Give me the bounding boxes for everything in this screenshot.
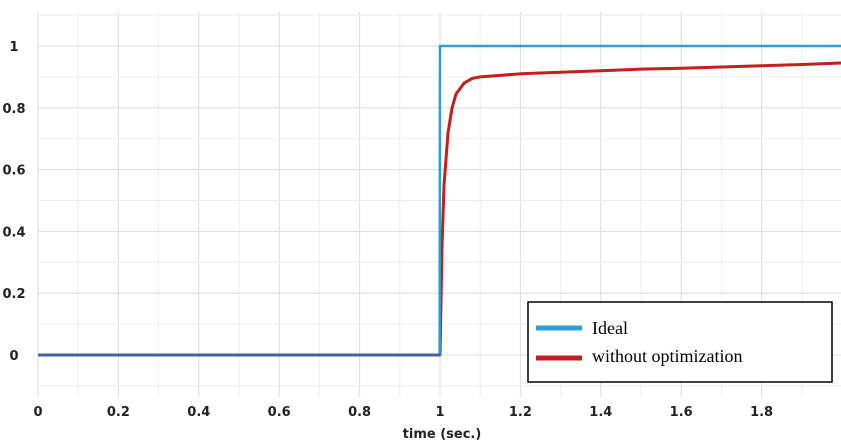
x-tick-label: 0.2 bbox=[107, 405, 130, 420]
x-tick-label: 1 bbox=[435, 405, 444, 420]
y-tick-label: 1 bbox=[9, 40, 18, 55]
series-line-without-optimization bbox=[38, 61, 841, 357]
x-tick-label: 0.4 bbox=[187, 405, 210, 420]
x-axis-ticks: 0 0.2 0.4 0.6 0.8 1 1.2 1.4 1.6 1.8 bbox=[33, 405, 773, 420]
x-tick-label: 0.6 bbox=[268, 405, 291, 420]
x-axis-label: time (sec.) bbox=[403, 427, 482, 442]
y-tick-label: 0 bbox=[9, 349, 18, 364]
x-tick-label: 0 bbox=[33, 405, 42, 420]
y-tick-label: 0.4 bbox=[2, 225, 25, 240]
legend-label-without-optimization: without optimization bbox=[592, 346, 743, 366]
x-tick-label: 1.4 bbox=[589, 405, 612, 420]
y-tick-label: 0.8 bbox=[2, 102, 25, 117]
series-lines bbox=[38, 44, 841, 357]
legend-box bbox=[527, 301, 833, 383]
x-tick-label: 0.8 bbox=[348, 405, 371, 420]
y-tick-label: 0.2 bbox=[2, 287, 25, 302]
y-axis-ticks: 0 0.2 0.4 0.6 0.8 1 bbox=[2, 40, 25, 364]
x-tick-label: 1.2 bbox=[509, 405, 532, 420]
legend-label-ideal: Ideal bbox=[592, 318, 628, 338]
x-tick-label: 1.6 bbox=[670, 405, 693, 420]
y-tick-label: 0.6 bbox=[2, 164, 25, 179]
legend: Ideal without optimization bbox=[527, 301, 833, 383]
x-tick-label: 1.8 bbox=[750, 405, 773, 420]
